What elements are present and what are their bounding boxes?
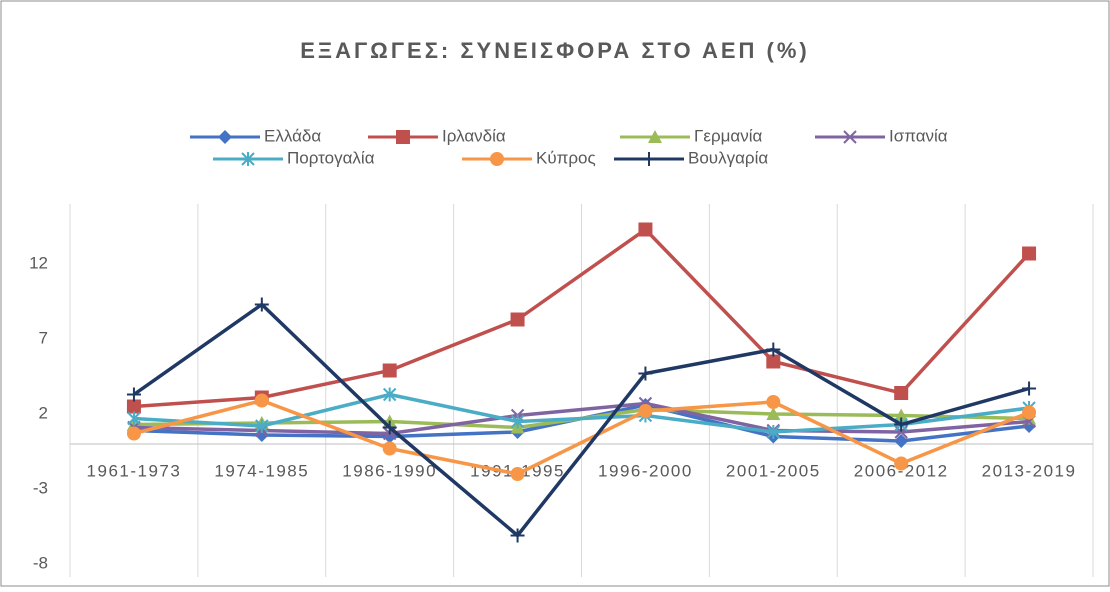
marker [254,393,269,408]
series [126,393,1037,481]
marker [382,387,397,402]
marker [843,130,857,144]
marker [1022,381,1037,396]
chart-title: ΕΞΑΓΩΓΕΣ: ΣΥΝΕΙΣΦΟΡΑ ΣΤΟ ΑΕΠ (%) [300,38,810,63]
marker [490,152,504,166]
marker [642,152,656,166]
marker [638,366,653,381]
marker [894,417,909,432]
y-tick-label: -3 [33,478,48,497]
y-tick-label: 12 [29,253,48,272]
marker [255,419,269,433]
legend-label: Ισπανία [889,126,948,145]
marker [126,399,141,414]
x-tick-label: 2013-2019 [982,461,1077,480]
y-tick-label: -8 [33,553,48,572]
x-tick-label: 1974-1985 [214,461,309,480]
x-tick-label: 1961-1973 [87,461,182,480]
marker [766,354,781,369]
marker [510,528,525,543]
legend-label: Πορτογαλία [287,148,375,167]
x-tick-label: 1996-2000 [598,461,693,480]
marker [254,297,269,312]
legend-label: Κύπρος [536,148,596,167]
marker [894,386,909,400]
marker [894,434,909,448]
marker [894,408,909,422]
marker [766,407,781,420]
legend-label: Γερμανία [694,126,763,145]
marker [1022,405,1037,420]
marker [396,130,410,144]
marker [126,426,141,441]
series-line [133,401,1030,436]
x-tick-label: 1986-1990 [342,461,437,480]
series-line [133,227,1031,409]
y-tick-label: 7 [39,328,48,347]
series-line [132,302,1030,538]
x-tick-label: 2006-2012 [854,461,949,480]
marker [382,441,397,456]
marker [766,395,781,409]
marker [127,411,141,426]
series [126,297,1037,543]
marker [382,420,397,435]
marker [1022,246,1037,261]
marker [241,152,255,166]
marker [382,363,397,378]
x-tick-label: 2001-2005 [726,461,821,480]
series-line [133,398,1030,476]
marker [766,342,781,357]
legend-label: Ελλάδα [264,126,321,145]
marker [510,312,525,327]
legend-label: Ιρλανδία [442,126,506,145]
series-line [133,392,1030,434]
marker [126,387,141,402]
marker [648,130,662,143]
marker [510,414,525,429]
marker [218,130,232,144]
marker [510,467,525,481]
legend-label: Βουλγαρία [688,148,768,167]
marker [766,425,781,439]
y-tick-label: 2 [39,403,48,422]
marker [638,222,653,237]
marker [894,456,909,471]
marker [638,404,653,418]
series [126,222,1037,414]
